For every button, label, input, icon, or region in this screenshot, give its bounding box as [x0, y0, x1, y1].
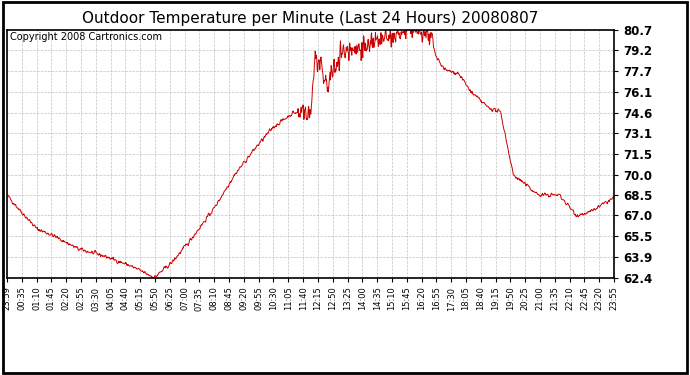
Text: Copyright 2008 Cartronics.com: Copyright 2008 Cartronics.com: [10, 33, 162, 42]
Text: Outdoor Temperature per Minute (Last 24 Hours) 20080807: Outdoor Temperature per Minute (Last 24 …: [82, 11, 539, 26]
